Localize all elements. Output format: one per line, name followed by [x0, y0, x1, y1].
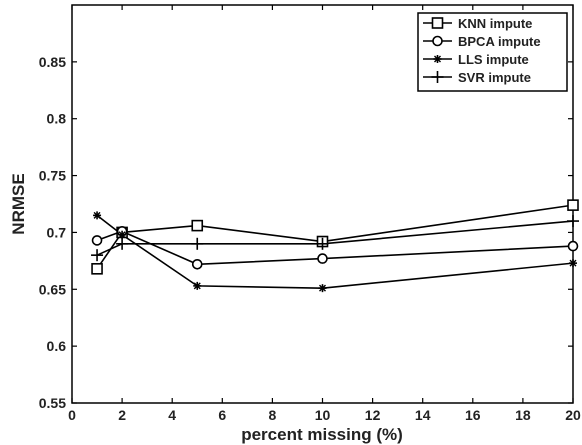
- y-tick-label: 0.75: [39, 168, 66, 184]
- legend-label: BPCA impute: [458, 34, 541, 49]
- series-layer: [91, 199, 579, 293]
- data-point-3-0: [91, 249, 104, 262]
- x-tick-label: 2: [118, 407, 126, 423]
- legend: KNN impute BPCA impute LLS impute SVR imput…: [417, 12, 568, 92]
- x-tick-label: 20: [565, 407, 581, 423]
- legend-marker: [431, 17, 444, 29]
- legend-label: LLS impute: [458, 52, 529, 67]
- legend-marker: [433, 55, 442, 63]
- data-point-2-4: [569, 259, 577, 268]
- data-point-2-1: [118, 230, 127, 239]
- data-point-3-3: [316, 237, 329, 250]
- legend-label: SVR impute: [458, 70, 531, 85]
- data-point-1-3: [317, 253, 328, 264]
- series-line-1: [96, 230, 574, 266]
- data-point-3-4: [567, 215, 579, 228]
- x-tick-label: 14: [415, 407, 431, 423]
- x-tick-label: 10: [315, 407, 331, 423]
- y-tick-label: 0.8: [47, 111, 67, 127]
- y-tick-label: 0.65: [39, 281, 66, 297]
- data-point-2-3: [318, 284, 327, 293]
- legend-marker: [432, 35, 443, 47]
- data-point-3-1: [116, 237, 129, 250]
- y-tick-label: 0.85: [39, 54, 66, 70]
- data-point-2-0: [93, 211, 102, 220]
- y-tick-label: 0.6: [47, 338, 67, 354]
- series-line-0: [96, 204, 574, 270]
- x-axis-title: percent missing (%): [241, 425, 403, 444]
- x-tick-label: 12: [365, 407, 381, 423]
- x-tick-label: 0: [68, 407, 76, 423]
- data-point-1-0: [91, 235, 103, 246]
- legend-marker: [431, 71, 444, 83]
- data-point-0-0: [91, 263, 103, 275]
- x-tick-label: 6: [218, 407, 226, 423]
- y-tick-label: 0.55: [39, 395, 66, 411]
- data-point-1-2: [191, 258, 203, 270]
- x-tick-label: 4: [168, 407, 176, 423]
- x-tick-label: 18: [515, 407, 531, 423]
- x-axis: 0 2 4 6 8 10 12 14 16 18 20: [68, 5, 581, 423]
- data-point-2-2: [193, 281, 202, 290]
- legend-label: KNN impute: [458, 16, 532, 31]
- y-axis: 0.55 0.6 0.65 0.7 0.75 0.8 0.85: [39, 54, 573, 411]
- data-point-1-4: [567, 240, 579, 252]
- data-point-0-4: [567, 199, 579, 211]
- data-point-0-2: [191, 219, 204, 232]
- y-axis-title: NRMSE: [9, 173, 28, 234]
- y-tick-label: 0.7: [47, 224, 67, 240]
- x-tick-label: 8: [269, 407, 277, 423]
- data-point-3-2: [191, 237, 204, 250]
- x-tick-label: 16: [465, 407, 481, 423]
